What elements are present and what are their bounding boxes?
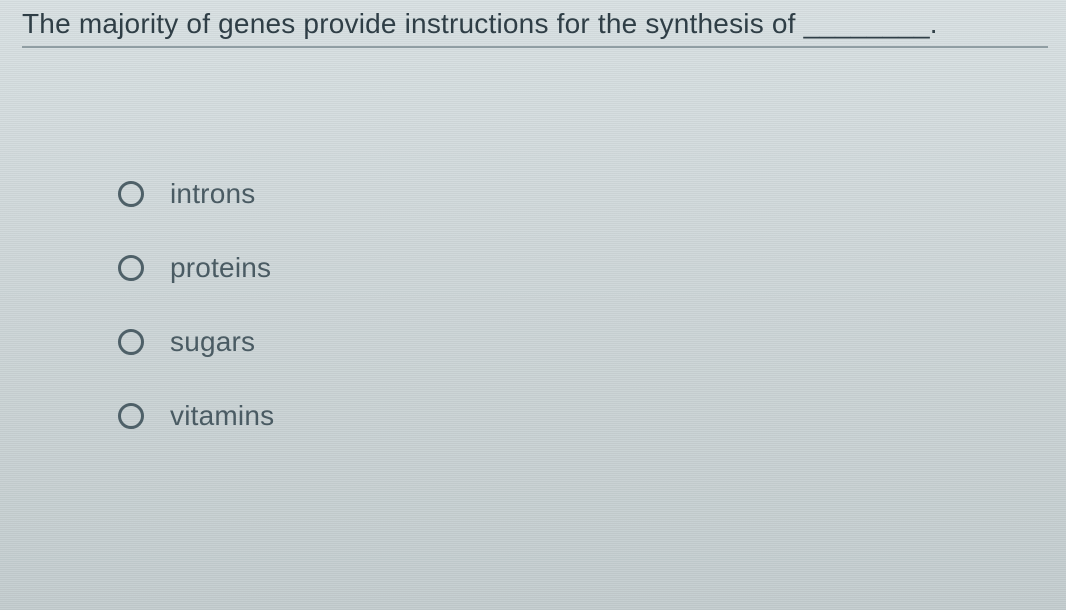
option-sugars[interactable]: sugars	[118, 326, 1066, 358]
radio-icon	[118, 181, 144, 207]
radio-icon	[118, 329, 144, 355]
option-vitamins[interactable]: vitamins	[118, 400, 1066, 432]
option-label: vitamins	[170, 400, 274, 432]
question-underline	[22, 46, 1048, 48]
option-label: proteins	[170, 252, 271, 284]
question-container: The majority of genes provide instructio…	[0, 0, 1066, 48]
radio-icon	[118, 255, 144, 281]
option-label: sugars	[170, 326, 255, 358]
option-introns[interactable]: introns	[118, 178, 1066, 210]
option-label: introns	[170, 178, 255, 210]
question-text: The majority of genes provide instructio…	[22, 8, 1044, 40]
radio-icon	[118, 403, 144, 429]
option-proteins[interactable]: proteins	[118, 252, 1066, 284]
options-list: introns proteins sugars vitamins	[118, 178, 1066, 432]
